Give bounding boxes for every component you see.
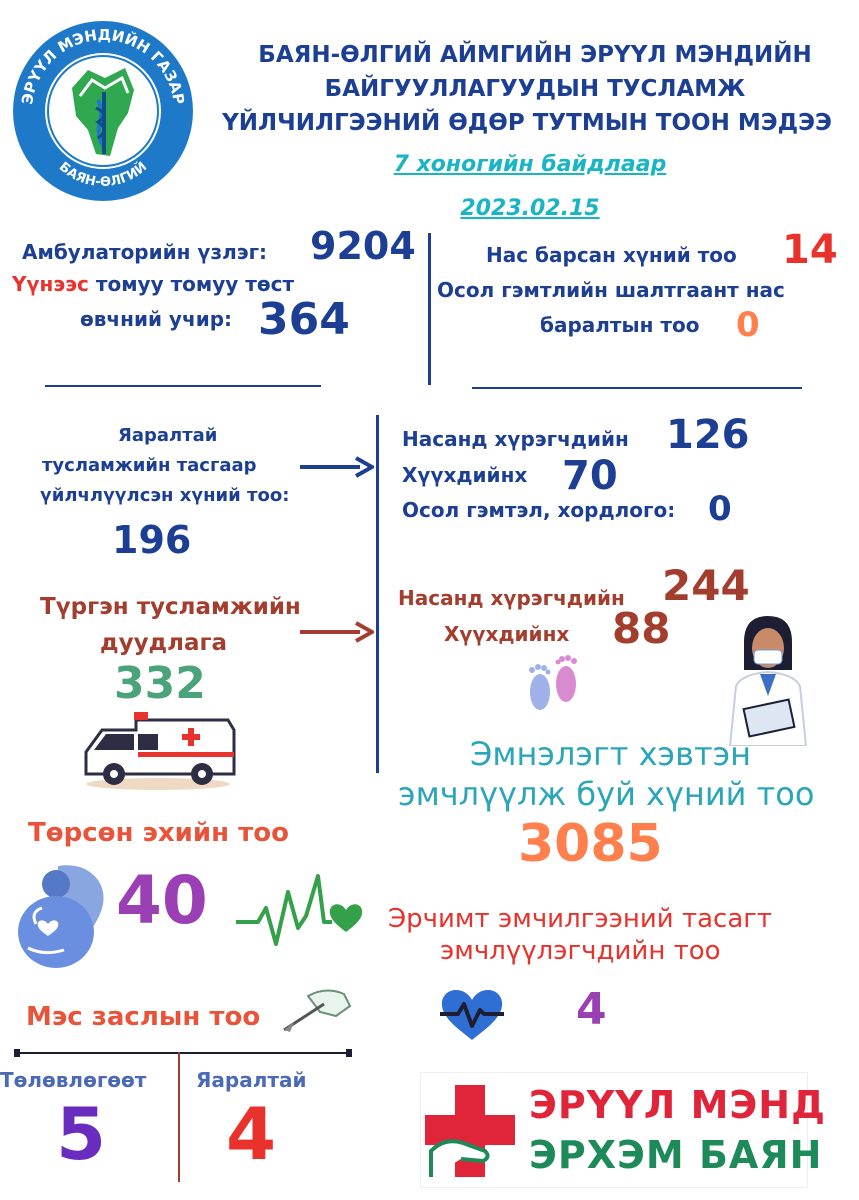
- icu-label-line-1: Эрчимт эмчилгээний тасагт: [388, 904, 773, 934]
- banner-line-1: ЭРҮҮЛ МЭНД: [529, 1083, 826, 1127]
- icu-label-line-2: эмчлүүлэгчдийн тоо: [440, 936, 721, 966]
- planned-surgery-label: Төлөвлөгөөт: [0, 1068, 147, 1092]
- surgery-column-divider: [178, 1052, 180, 1182]
- deaths-label: Нас барсан хүний тоо: [486, 243, 737, 267]
- ambulance-calls-value: 332: [114, 658, 206, 709]
- ambulance-children-value: 88: [612, 604, 671, 653]
- icu-value: 4: [576, 984, 607, 1035]
- doctor-icon: [722, 612, 814, 750]
- flu-label-highlight: Үүнээс: [12, 272, 89, 296]
- page-title-line-2: БАЙГУУЛЛАГУУДЫН ТУСЛАМЖ: [324, 76, 746, 102]
- ambulance-calls-label-line-1: Түргэн тусламжийн: [40, 594, 301, 620]
- ambulance-children-label: Хүүхдийнх: [444, 622, 570, 646]
- ambulance-adults-label: Насанд хүрэгчдийн: [398, 586, 625, 610]
- deaths-value: 14: [782, 227, 838, 273]
- accident-deaths-value: 0: [736, 305, 760, 345]
- flu-label-line-1: Үүнээс томуу томуу төст: [12, 272, 294, 296]
- emergency-dept-label-line-3: үйлчлүүлсэн хүний тоо:: [40, 485, 290, 506]
- scalpel-icon: [280, 986, 352, 1040]
- banner-line-2: ЭРХЭМ БАЯН: [529, 1133, 823, 1177]
- report-date: 2023.02.15: [460, 196, 600, 221]
- arrow-right-icon: [300, 621, 377, 647]
- planned-surgery-value: 5: [56, 1092, 107, 1176]
- emergency-children-label: Хүүхдийнх: [402, 463, 528, 487]
- heartbeat-line-icon: [236, 872, 364, 958]
- campaign-banner: ЭРҮҮЛ МЭНД ЭРХЭМ БАЯН: [420, 1072, 825, 1188]
- left-underline: [45, 385, 321, 387]
- right-underline: [472, 387, 802, 389]
- ambulatory-label: Амбулаторийн үзлэг:: [22, 240, 268, 264]
- emergency-dept-value: 196: [112, 518, 192, 562]
- accident-deaths-label-line-1: Осол гэмтлийн шалтгаант нас: [437, 278, 785, 302]
- emergency-adults-value: 126: [666, 412, 750, 458]
- emergency-adults-label: Насанд хүрэгчдийн: [402, 427, 629, 451]
- surgery-divider-bar: [14, 1042, 352, 1057]
- emergency-children-value: 70: [562, 453, 618, 499]
- red-cross-hand-icon: [425, 1081, 517, 1185]
- flu-value: 364: [258, 294, 350, 345]
- flu-label-line-2: өвчний учир:: [80, 307, 233, 331]
- urgent-surgery-value: 4: [226, 1092, 277, 1176]
- births-value: 40: [116, 862, 208, 939]
- accident-deaths-label-line-2: баралтын тоо: [540, 313, 700, 337]
- inpatients-label-line-2: эмчлүүлж буй хүний тоо: [398, 775, 815, 813]
- flu-label-rest: томуу томуу төст: [88, 272, 295, 296]
- ambulance-adults-value: 244: [662, 561, 750, 610]
- emergency-injury-value: 0: [708, 489, 732, 529]
- page-title-line-1: БАЯН-ӨЛГИЙ АЙМГИЙН ЭРҮҮЛ МЭНДИЙН: [258, 42, 812, 68]
- pregnant-mother-icon: [14, 862, 118, 976]
- baby-feet-icon: [524, 652, 582, 722]
- page-title-line-3: ҮЙЛЧИЛГЭЭНИЙ ӨДӨР ТУТМЫН ТООН МЭДЭЭ: [222, 110, 832, 136]
- arrow-right-icon: [300, 456, 377, 482]
- urgent-surgery-label: Яаралтай: [196, 1068, 307, 1092]
- ambulatory-value: 9204: [310, 224, 416, 268]
- period-subtitle: 7 хоногийн байдлаар: [393, 152, 667, 177]
- surgery-label: Мэс заслын тоо: [26, 1002, 261, 1032]
- births-label: Төрсөн эхийн тоо: [28, 818, 289, 848]
- ambulance-icon: [78, 700, 240, 796]
- emergency-injury-label: Осол гэмтэл, хордлого:: [402, 498, 676, 522]
- middle-section-divider: [376, 415, 379, 773]
- organization-logo: ЭРҮҮЛ МЭНДИЙН ГАЗАР БАЯН-ӨЛГИЙ: [10, 18, 196, 204]
- inpatients-value: 3085: [518, 814, 663, 874]
- ambulance-calls-label-line-2: дуудлага: [100, 630, 228, 656]
- emergency-dept-label-line-1: Яаралтай: [118, 425, 218, 446]
- emergency-dept-label-line-2: тусламжийн тасгаар: [42, 455, 257, 476]
- top-section-divider: [428, 233, 431, 385]
- heart-pulse-icon: [438, 984, 506, 1046]
- inpatients-label-line-1: Эмнэлэгт хэвтэн: [470, 735, 752, 773]
